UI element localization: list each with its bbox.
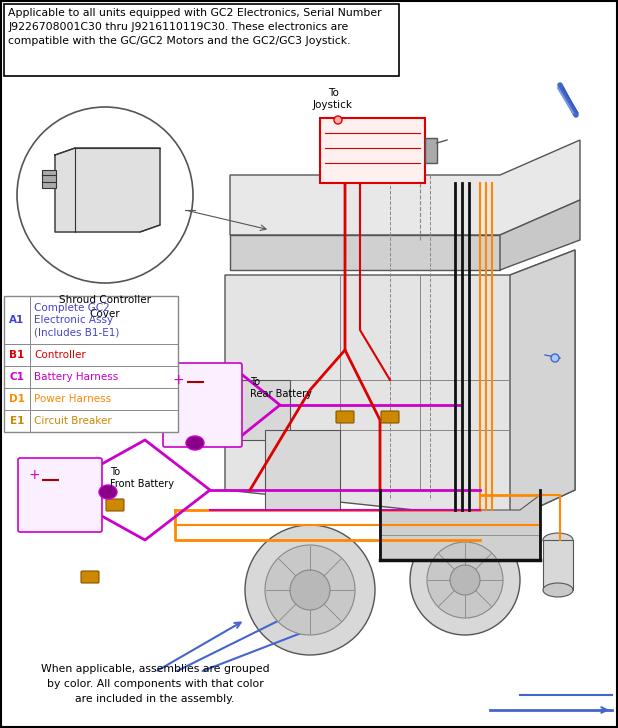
Text: A1: A1 [9,315,25,325]
Polygon shape [265,430,340,510]
Circle shape [551,354,559,362]
Polygon shape [510,250,575,520]
Circle shape [290,570,330,610]
Polygon shape [225,380,290,440]
Text: To
Rear Battery: To Rear Battery [250,377,312,399]
Circle shape [265,545,355,635]
Bar [543,540,573,590]
Ellipse shape [186,436,204,450]
FancyBboxPatch shape [381,411,399,423]
Circle shape [427,542,503,618]
Ellipse shape [99,485,117,499]
Text: To
Front Battery: To Front Battery [110,467,174,489]
FancyBboxPatch shape [163,363,242,447]
Text: When applicable, assemblies are grouped
by color. All components with that color: When applicable, assemblies are grouped … [41,664,269,703]
Text: E1: E1 [10,416,24,426]
FancyBboxPatch shape [336,411,354,423]
Text: C1: C1 [9,372,25,382]
Circle shape [410,525,520,635]
Polygon shape [225,250,575,520]
Polygon shape [55,148,160,232]
Circle shape [450,565,480,595]
Ellipse shape [543,533,573,547]
Text: +: + [28,468,40,482]
FancyBboxPatch shape [18,458,102,532]
Circle shape [245,525,375,655]
Polygon shape [500,200,580,270]
Circle shape [334,116,342,124]
Bar [425,138,437,163]
Text: To
Joystick: To Joystick [313,87,353,110]
Bar [4,296,178,432]
Ellipse shape [543,583,573,597]
Text: B1: B1 [9,350,25,360]
Text: Shroud Controller
Cover: Shroud Controller Cover [59,295,151,319]
FancyBboxPatch shape [320,118,425,183]
FancyBboxPatch shape [81,571,99,583]
Polygon shape [380,495,540,560]
Text: +: + [173,373,185,387]
FancyBboxPatch shape [106,499,124,511]
Text: Complete GC2
Electronic Assy
(Includes B1-E1): Complete GC2 Electronic Assy (Includes B… [34,303,119,337]
Text: Circuit Breaker: Circuit Breaker [34,416,112,426]
Bar [4,4,399,76]
Text: Controller: Controller [34,350,86,360]
Bar [42,170,56,188]
Text: Battery Harness: Battery Harness [34,372,118,382]
Circle shape [17,107,193,283]
Text: Applicable to all units equipped with GC2 Electronics, Serial Number
J9226708001: Applicable to all units equipped with GC… [8,8,382,46]
Polygon shape [230,140,580,235]
Polygon shape [230,235,500,270]
Text: D1: D1 [9,394,25,404]
Text: Power Harness: Power Harness [34,394,111,404]
